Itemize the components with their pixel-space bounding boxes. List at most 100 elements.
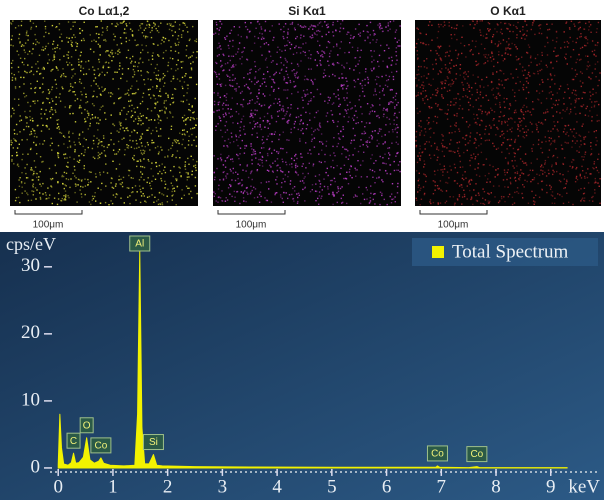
map-dot <box>523 75 524 76</box>
map-dot <box>568 142 569 143</box>
map-dot <box>250 193 251 194</box>
map-dot <box>151 119 152 120</box>
map-dot <box>507 172 508 173</box>
map-dot <box>272 60 273 61</box>
map-dot <box>310 153 311 154</box>
map-dot <box>494 28 495 29</box>
map-dot <box>165 50 166 51</box>
map-dot <box>309 163 310 164</box>
y-tick-label: 20 <box>21 322 40 343</box>
map-dot <box>546 175 547 176</box>
map-dot <box>283 79 284 80</box>
map-dot <box>92 117 93 118</box>
map-dot <box>17 51 18 52</box>
map-dot <box>157 114 158 115</box>
map-dot <box>283 192 284 193</box>
map-dot <box>529 47 530 48</box>
map-dot <box>44 113 45 114</box>
map-dot <box>164 181 165 182</box>
map-dot <box>17 134 18 135</box>
map-dot <box>139 118 140 119</box>
map-dot <box>440 59 441 60</box>
map-dot <box>583 193 584 194</box>
map-dot <box>553 115 554 116</box>
map-dot <box>151 188 152 189</box>
map-dot <box>172 145 173 146</box>
map-dot <box>180 176 181 177</box>
map-dot <box>298 76 299 77</box>
map-dot <box>59 97 60 98</box>
map-dot <box>38 42 39 43</box>
map-dot <box>428 25 429 26</box>
map-dot <box>337 202 338 203</box>
map-dot <box>244 85 245 86</box>
map-dot <box>531 114 532 115</box>
map-dot <box>160 128 161 129</box>
map-dot <box>168 62 169 63</box>
map-dot <box>514 112 515 113</box>
map-dot <box>509 31 510 32</box>
map-dot <box>524 132 525 133</box>
map-dot <box>359 146 360 147</box>
map-dot <box>373 163 374 164</box>
map-dot <box>388 102 389 103</box>
map-dot <box>568 135 569 136</box>
map-dot <box>72 133 73 134</box>
map-dot <box>266 42 267 43</box>
map-dot <box>228 155 229 156</box>
map-dot <box>303 36 304 37</box>
map-dot <box>223 179 224 180</box>
map-dot <box>275 179 276 180</box>
map-dot <box>172 35 173 36</box>
map-dot <box>433 79 434 80</box>
map-dot <box>317 51 318 52</box>
map-dot <box>85 102 86 103</box>
map-dot <box>55 111 56 112</box>
map-dot <box>115 183 116 184</box>
map-dot <box>119 176 120 177</box>
map-dot <box>362 160 363 161</box>
map-dot <box>133 159 134 160</box>
map-dot <box>187 88 188 89</box>
map-dot <box>302 123 303 124</box>
map-dot <box>521 109 522 110</box>
map-dot <box>577 59 578 60</box>
map-dot <box>322 189 323 190</box>
map-dot <box>26 34 27 35</box>
map-dot <box>501 144 502 145</box>
map-dot <box>297 36 298 37</box>
map-dot <box>64 172 65 173</box>
map-dot <box>22 62 23 63</box>
map-dot <box>186 45 187 46</box>
map-dot <box>595 182 596 183</box>
map-dot <box>267 155 268 156</box>
map-dot <box>140 120 141 121</box>
map-dot <box>582 126 583 127</box>
map-dot <box>423 186 424 187</box>
map-dot <box>213 191 214 192</box>
map-dot <box>429 154 430 155</box>
map-dot <box>567 46 568 47</box>
map-dot <box>541 181 542 182</box>
map-dot <box>258 89 259 90</box>
map-dot <box>254 103 255 104</box>
map-dot <box>30 169 31 170</box>
map-dot <box>564 128 565 129</box>
map-dot <box>346 113 347 114</box>
map-dot <box>156 88 157 89</box>
map-dot <box>225 113 226 114</box>
map-dot <box>120 78 121 79</box>
map-dot <box>442 81 443 82</box>
map-dot <box>249 79 250 80</box>
map-dot <box>246 145 247 146</box>
map-dot <box>525 78 526 79</box>
map-dot <box>70 83 71 84</box>
map-dot <box>249 31 250 32</box>
map-dot <box>121 23 122 24</box>
map-dot <box>569 27 570 28</box>
map-dot <box>463 152 464 153</box>
map-dot <box>26 164 27 165</box>
map-dot <box>81 180 82 181</box>
map-dot <box>137 66 138 67</box>
map-dot <box>134 130 135 131</box>
